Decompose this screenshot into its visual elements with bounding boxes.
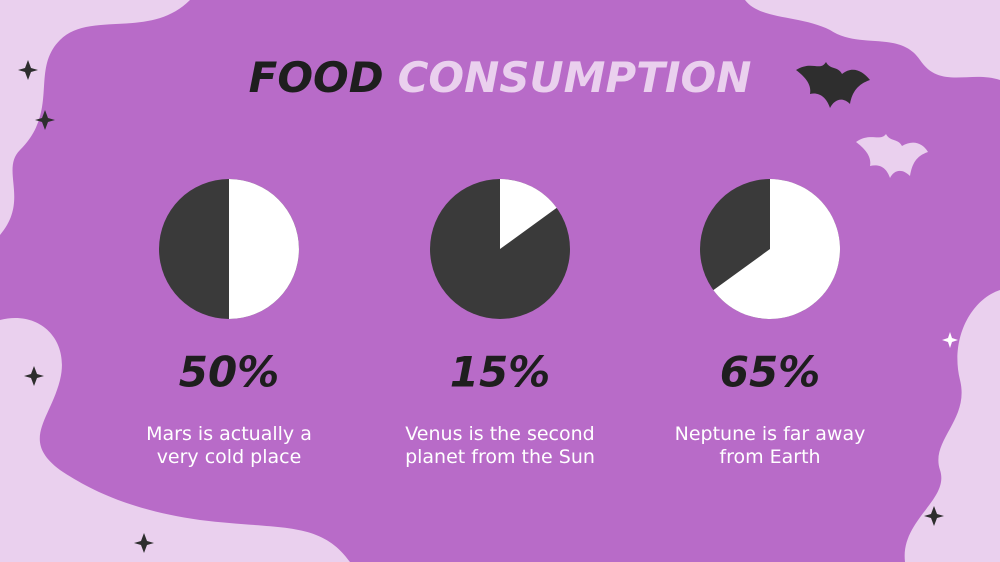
bat-icon xyxy=(856,134,928,178)
caption: very cold place xyxy=(157,446,302,468)
blob xyxy=(0,318,350,562)
caption: Venus is the second xyxy=(405,423,594,445)
caption: planet from the Sun xyxy=(405,446,595,468)
blob xyxy=(904,290,1000,562)
caption: from Earth xyxy=(719,446,820,468)
title-part: CONSUMPTION xyxy=(398,53,752,102)
caption: Neptune is far away xyxy=(675,423,866,445)
percent-label: 50% xyxy=(179,348,280,397)
sparkles xyxy=(18,60,944,553)
caption: Mars is actually a xyxy=(146,423,312,445)
pie-slice xyxy=(713,179,841,319)
percent-label: 65% xyxy=(720,348,821,397)
blob xyxy=(745,0,1000,80)
title-part: FOOD xyxy=(249,53,384,102)
pie-slice xyxy=(500,179,557,249)
title: FOOD CONSUMPTION xyxy=(249,53,752,102)
sparkle xyxy=(942,332,958,348)
bat-icon xyxy=(796,62,870,108)
percent-label: 15% xyxy=(450,348,551,397)
pie-slice xyxy=(229,179,299,319)
blob xyxy=(0,0,190,235)
